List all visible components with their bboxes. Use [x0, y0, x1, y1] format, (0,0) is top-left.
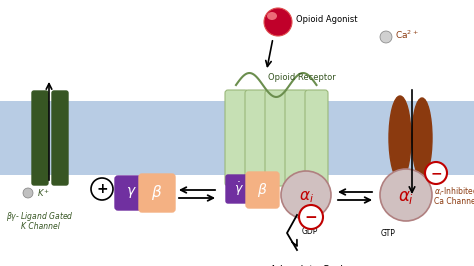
Ellipse shape — [389, 96, 411, 180]
Text: K Channel: K Channel — [20, 222, 59, 231]
Text: GDP: GDP — [302, 227, 318, 236]
Ellipse shape — [281, 171, 331, 219]
FancyBboxPatch shape — [305, 90, 328, 186]
Text: $\beta$: $\beta$ — [257, 181, 267, 199]
Bar — [0, 101, 474, 175]
Circle shape — [299, 205, 323, 229]
FancyBboxPatch shape — [32, 91, 48, 185]
FancyBboxPatch shape — [225, 90, 248, 186]
Text: Opioid Agonist: Opioid Agonist — [296, 15, 357, 24]
Text: Adenylate Cyclase: Adenylate Cyclase — [270, 265, 360, 266]
Circle shape — [425, 162, 447, 184]
Text: $\alpha_i$-Inhibited: $\alpha_i$-Inhibited — [434, 185, 474, 197]
Text: K$^+$: K$^+$ — [37, 187, 50, 199]
Ellipse shape — [380, 169, 432, 221]
Ellipse shape — [412, 98, 432, 178]
Text: $\dot{\gamma}$: $\dot{\gamma}$ — [234, 180, 244, 198]
Text: $\beta$: $\beta$ — [151, 184, 163, 202]
Ellipse shape — [264, 8, 292, 36]
Circle shape — [91, 178, 113, 200]
Text: Ca Channel: Ca Channel — [434, 197, 474, 206]
Text: $\alpha_i$: $\alpha_i$ — [299, 189, 313, 205]
FancyBboxPatch shape — [139, 174, 175, 212]
Text: Opioid Receptor: Opioid Receptor — [268, 73, 336, 81]
Circle shape — [23, 188, 33, 198]
FancyBboxPatch shape — [226, 175, 252, 203]
Text: −: − — [430, 166, 442, 180]
FancyBboxPatch shape — [265, 90, 288, 186]
Ellipse shape — [267, 12, 277, 20]
FancyBboxPatch shape — [246, 172, 279, 208]
Text: GTP: GTP — [381, 229, 395, 238]
Circle shape — [380, 31, 392, 43]
Text: $\alpha_i$: $\alpha_i$ — [398, 188, 414, 206]
Text: +: + — [96, 182, 108, 196]
Text: −: − — [305, 210, 318, 225]
FancyBboxPatch shape — [115, 176, 147, 210]
Text: Ca$^{2+}$: Ca$^{2+}$ — [395, 29, 419, 41]
Text: $\gamma$: $\gamma$ — [126, 185, 137, 201]
FancyBboxPatch shape — [245, 90, 268, 186]
FancyBboxPatch shape — [52, 91, 68, 185]
FancyBboxPatch shape — [285, 90, 308, 186]
Text: $\beta\gamma$- Ligand Gated: $\beta\gamma$- Ligand Gated — [6, 210, 74, 223]
